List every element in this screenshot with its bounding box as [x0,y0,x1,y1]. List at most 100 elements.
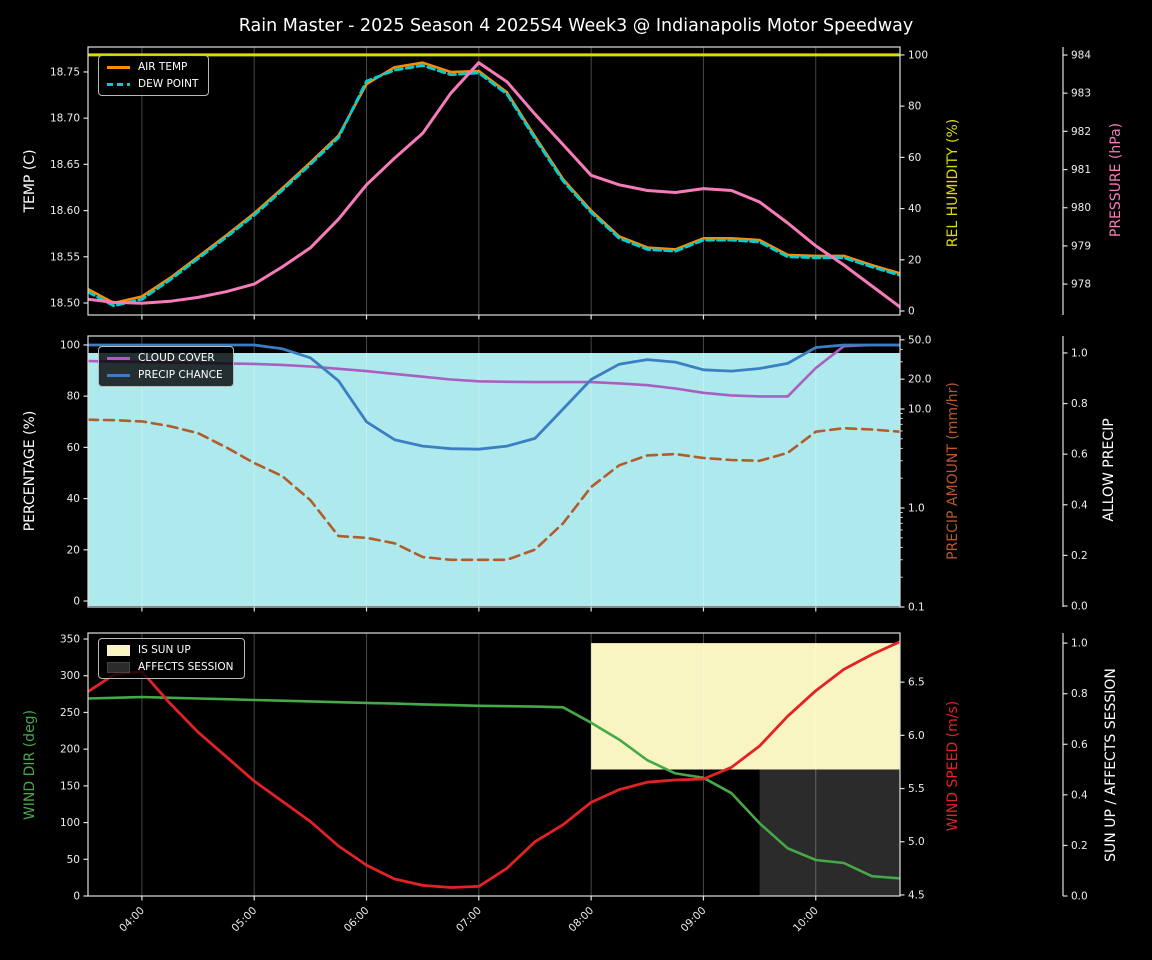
humidity-axis-label: REL HUMIDITY (%) [945,118,961,248]
x-tick-label: 10:00 [791,905,821,935]
y-tick-label: 5.0 [908,836,925,848]
wind-dir-axis-label: WIND DIR (deg) [22,709,38,821]
y-tick-label: 0.6 [1071,739,1088,751]
wind-dir-line [88,695,900,880]
y-tick-label: 0.4 [1071,789,1088,801]
pressure-axis-label: PRESSURE (hPa) [1108,122,1124,238]
y-tick-label: 300 [60,670,80,682]
plot-area-wind-sun [88,633,900,896]
cloud-cover-line-swatch [107,356,130,360]
y-tick-label: 980 [1071,202,1091,214]
y-tick-label: 250 [60,707,80,719]
x-tick-label: 08:00 [566,905,596,935]
affects-session-patch-swatch [107,661,130,673]
y-tick-label: 982 [1071,126,1091,138]
x-tick-label: 05:00 [229,905,259,935]
y-tick-label: 0.4 [1071,499,1088,511]
precip-amount-axis-label: PRECIP AMOUNT (mm/hr) [945,382,961,560]
legend-label: DEW POINT [138,78,199,90]
y-tick-label: 0.8 [1071,398,1088,410]
legend-item-affects-session: AFFECTS SESSION [107,661,234,673]
plot-area-temperature-humidity-pressure [88,47,900,315]
x-tick-label: 07:00 [454,905,484,935]
y-tick-label: 18.55 [50,251,80,263]
y-tick-label: 4.5 [908,889,925,901]
y-tick-label: 18.65 [50,159,80,171]
y-tick-label: 60 [908,152,921,164]
legend-item-dew-point: DEW POINT [107,78,198,90]
y-tick-label: 0.0 [1071,600,1088,612]
y-tick-label: 100 [60,817,80,829]
panel-frame [87,632,901,897]
y-tick-label: 1.0 [1071,347,1088,359]
x-tick-label: 06:00 [342,905,372,935]
y-tick-label: 0.2 [1071,550,1088,562]
y-tick-label: 20 [67,544,80,556]
legend-item-precip-chance: PRECIP CHANCE [107,369,223,381]
y-tick-label: 0.6 [1071,449,1088,461]
y-tick-label: 350 [60,634,80,646]
y-tick-label: 0 [73,891,80,903]
y-tick-label: 0.0 [1071,891,1088,903]
y-tick-label: 6.0 [908,730,925,742]
x-tick-label: 04:00 [117,905,147,935]
chart-title: Rain Master - 2025 Season 4 2025S4 Week3… [238,16,914,36]
is-sun-up-fill [591,643,900,770]
y-tick-label: 40 [908,203,921,215]
legend-label: IS SUN UP [138,644,191,656]
y-tick-label: 0 [908,306,915,318]
precip-chance-line [88,343,900,451]
y-tick-label: 10.0 [908,403,931,415]
y-tick-label: 100 [908,49,928,61]
y-tick-label: 18.75 [50,66,80,78]
pressure-line [88,61,900,309]
y-tick-label: 1.0 [908,502,925,514]
panel-frame [87,46,901,316]
y-tick-label: 80 [908,101,921,113]
affects-session-fill [759,769,900,896]
y-tick-label: 978 [1071,279,1091,291]
allow-precip-axis-label: ALLOW PRECIP [1101,418,1117,522]
x-tick-label: 09:00 [679,905,709,935]
y-tick-label: 40 [67,493,80,505]
y-tick-label: 983 [1071,88,1091,100]
y-tick-label: 200 [60,744,80,756]
y-tick-label: 20.0 [908,374,931,386]
dew-point-line-swatch [107,82,130,86]
y-tick-label: 150 [60,780,80,792]
y-tick-label: 18.50 [50,297,80,309]
temp-panel-legend: AIR TEMP DEW POINT [98,55,210,96]
wind-speed-axis-label: WIND SPEED (m/s) [945,700,961,832]
sun-up-patch-swatch [107,644,130,656]
sun-up-axis-label: SUN UP / AFFECTS SESSION [1103,668,1119,862]
percentage-axis-label: PERCENTAGE (%) [22,410,38,532]
y-tick-label: 0.1 [908,602,925,614]
legend-label: CLOUD COVER [138,352,215,364]
y-tick-label: 50 [67,854,80,866]
legend-item-cloud-cover: CLOUD COVER [107,352,223,364]
y-tick-label: 60 [67,442,80,454]
wind-panel-legend: IS SUN UP AFFECTS SESSION [98,638,245,679]
y-tick-label: 5.5 [908,783,925,795]
legend-label: PRECIP CHANCE [138,369,223,381]
y-tick-label: 979 [1071,240,1091,252]
temp-axis-label: TEMP (C) [22,149,38,213]
legend-item-air-temp: AIR TEMP [107,61,198,73]
wind-speed-line [88,640,900,889]
precip-panel-legend: CLOUD COVER PRECIP CHANCE [98,346,234,387]
air-temp-line [88,61,900,305]
legend-label: AFFECTS SESSION [138,661,234,673]
y-tick-label: 50.0 [908,334,931,346]
dew-point-line [88,64,900,308]
y-tick-label: 984 [1071,50,1091,62]
panel-frame [87,335,901,608]
precip-chance-line-swatch [107,373,130,377]
y-tick-label: 6.5 [908,677,925,689]
y-tick-label: 0.2 [1071,840,1088,852]
y-tick-label: 20 [908,254,921,266]
legend-item-is-sun-up: IS SUN UP [107,644,234,656]
y-tick-label: 0 [73,596,80,608]
y-tick-label: 981 [1071,164,1091,176]
y-tick-label: 100 [60,339,80,351]
